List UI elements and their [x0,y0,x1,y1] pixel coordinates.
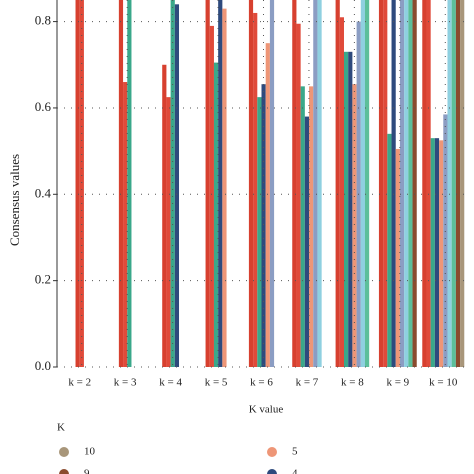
bar [269,0,275,367]
bar [443,114,448,367]
bar [455,0,461,367]
bar [387,133,392,367]
bar [360,0,365,367]
bar [166,97,171,367]
legend-swatch [267,447,277,457]
bar [118,0,124,367]
x-tick-label: k = 2 [68,377,91,389]
bar [348,51,353,367]
bar [292,0,297,367]
bar [335,0,340,367]
bar [426,0,431,367]
bar [378,0,384,367]
bar [79,0,84,367]
bar [213,62,219,367]
x-tick-label: k = 9 [386,377,409,389]
x-axis-label: K value [249,404,284,416]
bar [408,0,413,367]
bar [343,51,349,367]
bar [395,148,400,367]
bar [127,0,132,367]
legend-title: K [57,422,65,434]
bar [447,0,452,367]
bar [222,8,227,367]
bar [265,43,270,367]
bar [451,0,456,367]
legend-label: 9 [84,468,90,474]
bar [439,140,444,367]
bar [296,23,301,367]
x-tick-label: k = 3 [114,377,137,389]
bar [209,25,214,367]
bar [248,0,254,367]
x-tick-label: k = 7 [296,377,319,389]
bar [430,138,435,367]
bar [218,0,223,367]
bar [434,138,440,367]
legend-label: 10 [84,446,96,458]
bar [174,4,180,367]
x-tick-label: k = 4 [159,377,182,389]
bar [304,116,310,367]
bar [257,97,262,367]
x-tick-label: k = 10 [429,377,458,389]
legend-label: 4 [292,468,298,474]
bar [412,0,417,367]
x-tick-label: k = 5 [205,377,228,389]
bar [399,0,405,367]
legend-swatch [59,469,69,474]
bar [205,0,210,367]
bar [253,12,258,367]
y-axis-label: Consensus values [7,154,22,246]
bar [123,82,128,367]
bar [162,64,167,367]
bar [364,0,370,367]
bar [75,0,80,367]
y-tick-label: 0.2 [35,272,51,287]
bar [339,17,344,367]
x-tick-label: k = 6 [250,377,273,389]
legend-swatch [59,447,69,457]
bar [460,0,465,367]
bar [309,86,314,367]
legend-swatch [267,469,277,474]
bar [170,0,175,367]
bar [352,84,357,367]
y-tick-label: 0.8 [35,13,51,28]
bar [391,0,396,367]
bars [75,0,465,367]
bar [317,0,322,367]
y-tick-label: 0.6 [35,99,52,114]
bar [383,0,388,367]
bar [261,84,266,367]
bar [300,86,305,367]
x-tick-label: k = 8 [341,377,364,389]
bar [313,0,318,367]
bar [404,0,409,367]
y-tick-label: 0.4 [35,185,52,200]
bar [422,0,427,367]
legend-label: 5 [292,446,298,458]
y-tick-label: 0.0 [35,358,51,373]
